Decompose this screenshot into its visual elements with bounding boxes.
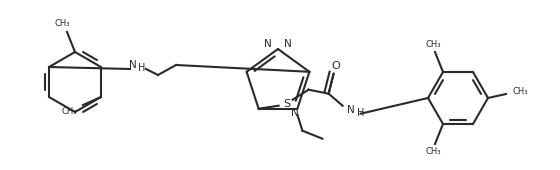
Text: N: N (347, 105, 354, 115)
Text: CH₃: CH₃ (54, 20, 70, 29)
Text: N: N (284, 39, 292, 49)
Text: N: N (291, 108, 298, 118)
Text: H: H (357, 108, 364, 118)
Text: O: O (331, 61, 340, 71)
Text: CH₃: CH₃ (425, 148, 441, 156)
Text: H: H (138, 63, 146, 73)
Text: CH₃: CH₃ (61, 106, 77, 115)
Text: CH₃: CH₃ (512, 88, 528, 97)
Text: N: N (264, 39, 272, 49)
Text: N: N (129, 60, 137, 70)
Text: S: S (283, 99, 290, 109)
Text: CH₃: CH₃ (425, 39, 441, 48)
